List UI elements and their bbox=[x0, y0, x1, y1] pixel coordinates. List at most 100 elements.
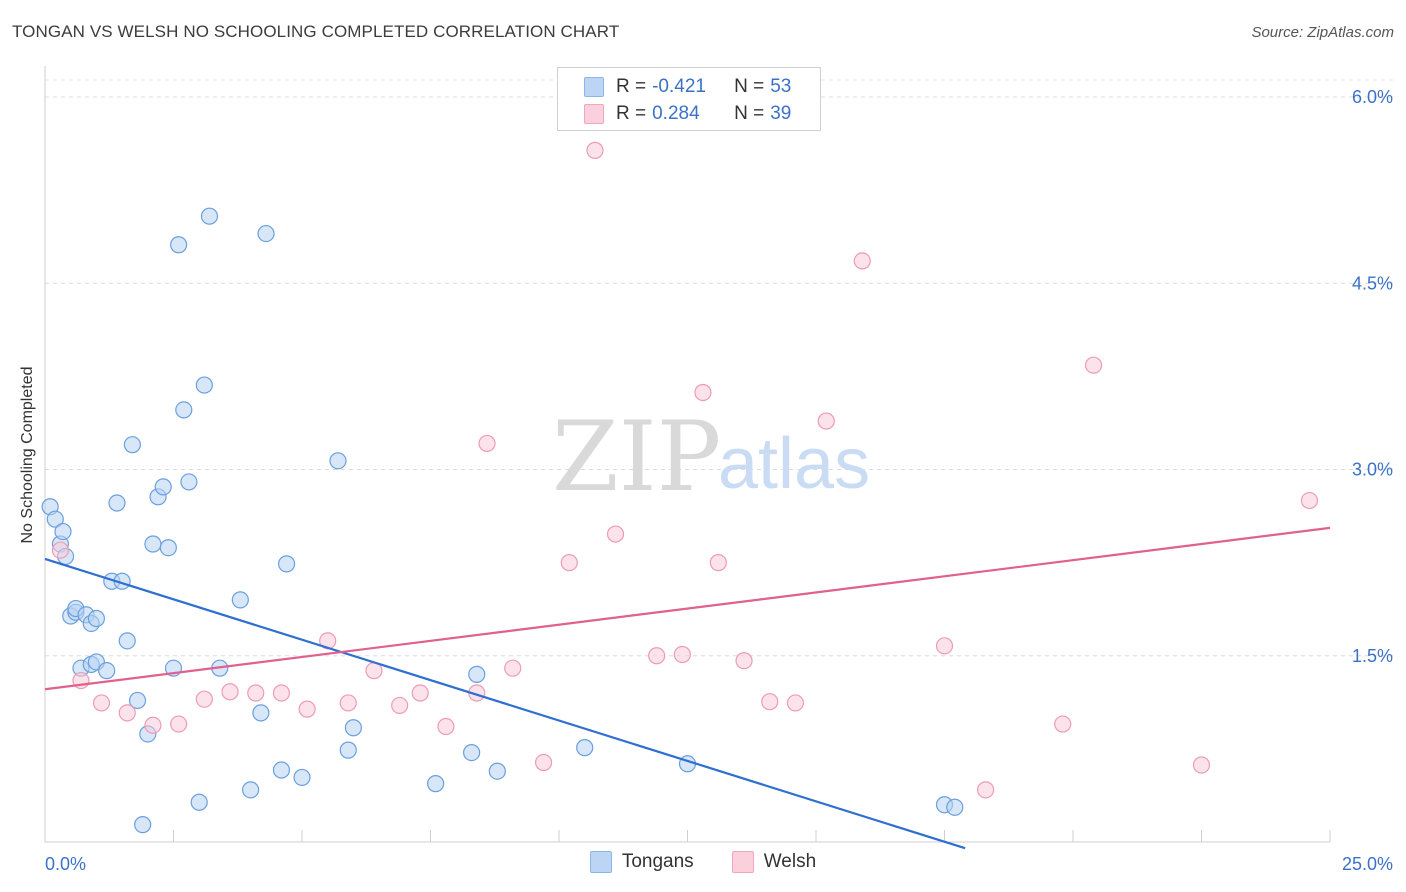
point-tongans bbox=[427, 775, 445, 793]
point-welsh bbox=[247, 684, 265, 702]
point-tongans bbox=[344, 719, 362, 737]
point-welsh bbox=[437, 717, 455, 736]
point-welsh bbox=[761, 693, 779, 711]
point-tongans bbox=[98, 662, 116, 680]
point-tongans bbox=[46, 510, 64, 528]
point-tongans bbox=[180, 473, 198, 491]
point-tongans bbox=[128, 691, 147, 710]
x-tick-label: 25.0% bbox=[1342, 854, 1393, 874]
legend-n-label: N = bbox=[734, 76, 765, 97]
legend-row-welsh: R = 0.284 N = 39 bbox=[584, 102, 791, 126]
point-welsh bbox=[144, 716, 162, 734]
point-welsh bbox=[1192, 756, 1211, 774]
point-welsh bbox=[51, 541, 70, 559]
chart-title: TONGAN VS WELSH NO SCHOOLING COMPLETED C… bbox=[12, 22, 620, 41]
tick-labels: 1.5% 3.0% 4.5% 6.0% 0.0% 25.0% bbox=[45, 87, 1393, 874]
trend-line-tongans bbox=[44, 557, 966, 850]
point-welsh bbox=[853, 252, 871, 270]
point-welsh bbox=[221, 683, 239, 701]
point-welsh bbox=[339, 694, 357, 712]
series-label-tongans: Tongans bbox=[621, 851, 694, 872]
point-tongans bbox=[144, 535, 162, 553]
legend-r-label: R = bbox=[616, 76, 647, 97]
point-tongans bbox=[488, 762, 506, 780]
point-tongans bbox=[576, 739, 594, 757]
x-tick-label: 0.0% bbox=[45, 854, 86, 874]
legend-r-value: -0.421 bbox=[652, 76, 706, 97]
legend-r-label: R = bbox=[616, 103, 647, 124]
y-tick-label: 3.0% bbox=[1352, 460, 1393, 480]
series-label-welsh: Welsh bbox=[763, 851, 817, 872]
point-tongans bbox=[463, 743, 481, 762]
point-welsh bbox=[534, 753, 553, 772]
watermark-atlas: atlas bbox=[718, 424, 870, 504]
axes bbox=[44, 66, 1331, 843]
series-legend: Tongans Welsh bbox=[0, 851, 1406, 873]
point-welsh bbox=[673, 645, 691, 664]
legend-n-value: 53 bbox=[770, 76, 792, 97]
point-tongans bbox=[87, 609, 106, 628]
point-tongans bbox=[242, 781, 260, 799]
point-welsh bbox=[709, 554, 727, 572]
point-tongans bbox=[252, 704, 270, 722]
point-welsh bbox=[1084, 356, 1103, 374]
y-tick-label: 6.0% bbox=[1352, 87, 1393, 107]
point-welsh bbox=[586, 141, 604, 159]
point-welsh bbox=[504, 659, 522, 677]
y-tick-label: 4.5% bbox=[1352, 273, 1393, 293]
point-tongans bbox=[195, 376, 213, 394]
point-tongans bbox=[257, 224, 275, 243]
legend-n-value: 39 bbox=[770, 103, 792, 124]
point-tongans bbox=[339, 741, 357, 759]
point-welsh bbox=[411, 684, 429, 702]
series-legend-welsh[interactable]: Welsh bbox=[731, 851, 817, 873]
point-tongans bbox=[170, 236, 188, 254]
legend-r-value: 0.284 bbox=[652, 103, 700, 124]
trend-line-welsh bbox=[44, 526, 1331, 691]
point-tongans bbox=[190, 793, 208, 811]
point-welsh bbox=[272, 684, 291, 702]
trend-lines bbox=[44, 526, 1331, 850]
point-tongans bbox=[154, 478, 172, 496]
legend-n-label: N = bbox=[734, 103, 765, 124]
point-tongans bbox=[272, 761, 291, 779]
source-label: Source: ZipAtlas.com bbox=[1251, 24, 1394, 41]
point-tongans bbox=[118, 632, 136, 650]
point-welsh bbox=[170, 715, 188, 733]
series-swatch-welsh bbox=[731, 851, 754, 873]
point-welsh bbox=[786, 694, 805, 712]
point-welsh bbox=[935, 637, 954, 655]
point-welsh bbox=[195, 690, 213, 708]
point-tongans bbox=[134, 816, 152, 834]
series-legend-tongans[interactable]: Tongans bbox=[589, 851, 694, 873]
point-tongans bbox=[108, 494, 126, 512]
watermark: ZIP atlas bbox=[552, 401, 870, 513]
point-tongans bbox=[175, 401, 193, 419]
point-tongans bbox=[468, 665, 486, 683]
point-welsh bbox=[735, 652, 753, 670]
point-tongans bbox=[159, 539, 177, 557]
data-points bbox=[41, 141, 1319, 834]
correlation-legend: R = -0.421 N = 53 R = 0.284 N = 39 bbox=[557, 67, 821, 131]
point-welsh bbox=[817, 412, 835, 430]
point-tongans bbox=[200, 207, 219, 225]
point-tongans bbox=[277, 555, 296, 573]
point-welsh bbox=[694, 383, 712, 402]
legend-swatch-tongans bbox=[584, 77, 604, 97]
point-welsh bbox=[391, 696, 409, 715]
point-welsh bbox=[977, 781, 995, 799]
point-tongans bbox=[231, 591, 249, 609]
point-welsh bbox=[1300, 491, 1319, 510]
point-tongans bbox=[946, 798, 964, 816]
point-tongans bbox=[293, 768, 311, 787]
point-welsh bbox=[560, 554, 578, 572]
point-welsh bbox=[1054, 715, 1072, 733]
point-welsh bbox=[92, 694, 111, 712]
point-tongans bbox=[329, 452, 347, 470]
watermark-zip: ZIP bbox=[552, 401, 721, 513]
point-tongans bbox=[54, 522, 72, 541]
point-welsh bbox=[478, 434, 496, 453]
legend-row-tongans: R = -0.421 N = 53 bbox=[584, 75, 791, 99]
point-welsh bbox=[298, 700, 316, 718]
